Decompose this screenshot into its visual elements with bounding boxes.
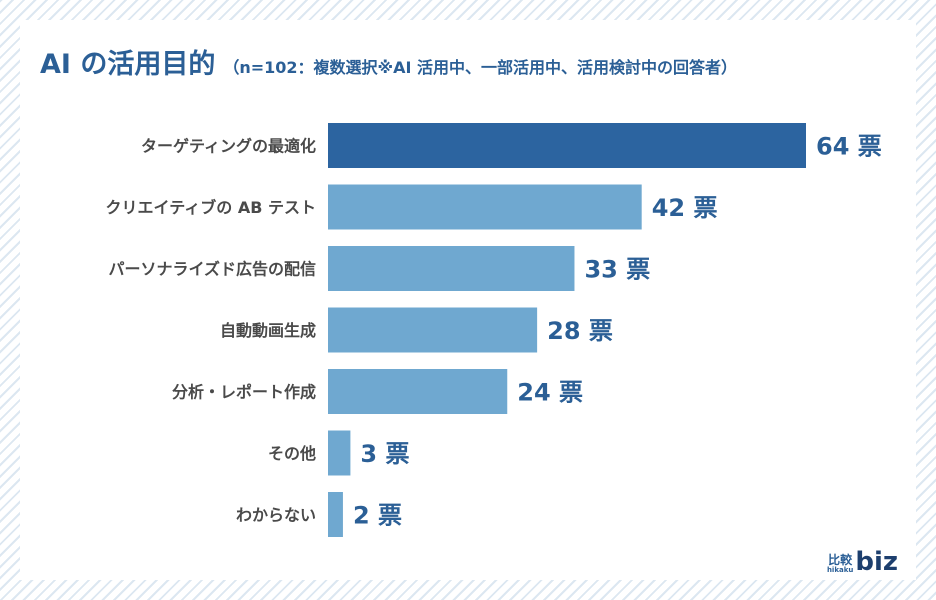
bar-1	[328, 123, 806, 168]
bar-5	[328, 369, 508, 414]
chart-subtitle: （n=102：複数選択※AI 活用中、一部活用中、活用検討中の回答者）	[223, 58, 738, 77]
value-label-7: 2 票	[353, 502, 402, 530]
category-label-5: 分析・レポート作成	[172, 383, 316, 402]
chart-title: AI の活用目的 （n=102：複数選択※AI 活用中、一部活用中、活用検討中の回…	[40, 42, 737, 81]
value-label-6: 3 票	[360, 440, 409, 468]
bar-4	[328, 307, 538, 353]
chart-title-main: AI の活用目的	[40, 49, 216, 80]
category-label-3: パーソナライズド広告の配信	[108, 260, 316, 279]
logo-kanji: 比較	[828, 553, 853, 567]
category-label-1: ターゲティングの最適化	[141, 137, 316, 156]
value-label-2: 42 票	[652, 194, 718, 222]
category-label-4: 自動動画生成	[220, 321, 316, 340]
brand-logo: 比較 hikaku biz	[826, 547, 898, 577]
chart-card	[20, 20, 916, 580]
category-label-6: その他	[268, 444, 316, 463]
category-label-2: クリエイティブの AB テスト	[106, 198, 316, 217]
bar-2	[328, 184, 642, 230]
value-label-3: 33 票	[584, 256, 650, 284]
value-label-1: 64 票	[816, 133, 882, 161]
category-label-7: わからない	[236, 506, 316, 525]
logo-biz: biz	[855, 547, 898, 577]
bar-3	[328, 246, 575, 291]
bar-7	[328, 492, 343, 537]
bar-6	[328, 430, 351, 476]
value-label-5: 24 票	[517, 379, 583, 407]
logo-roman: hikaku	[826, 566, 854, 574]
value-label-4: 28 票	[547, 317, 613, 345]
